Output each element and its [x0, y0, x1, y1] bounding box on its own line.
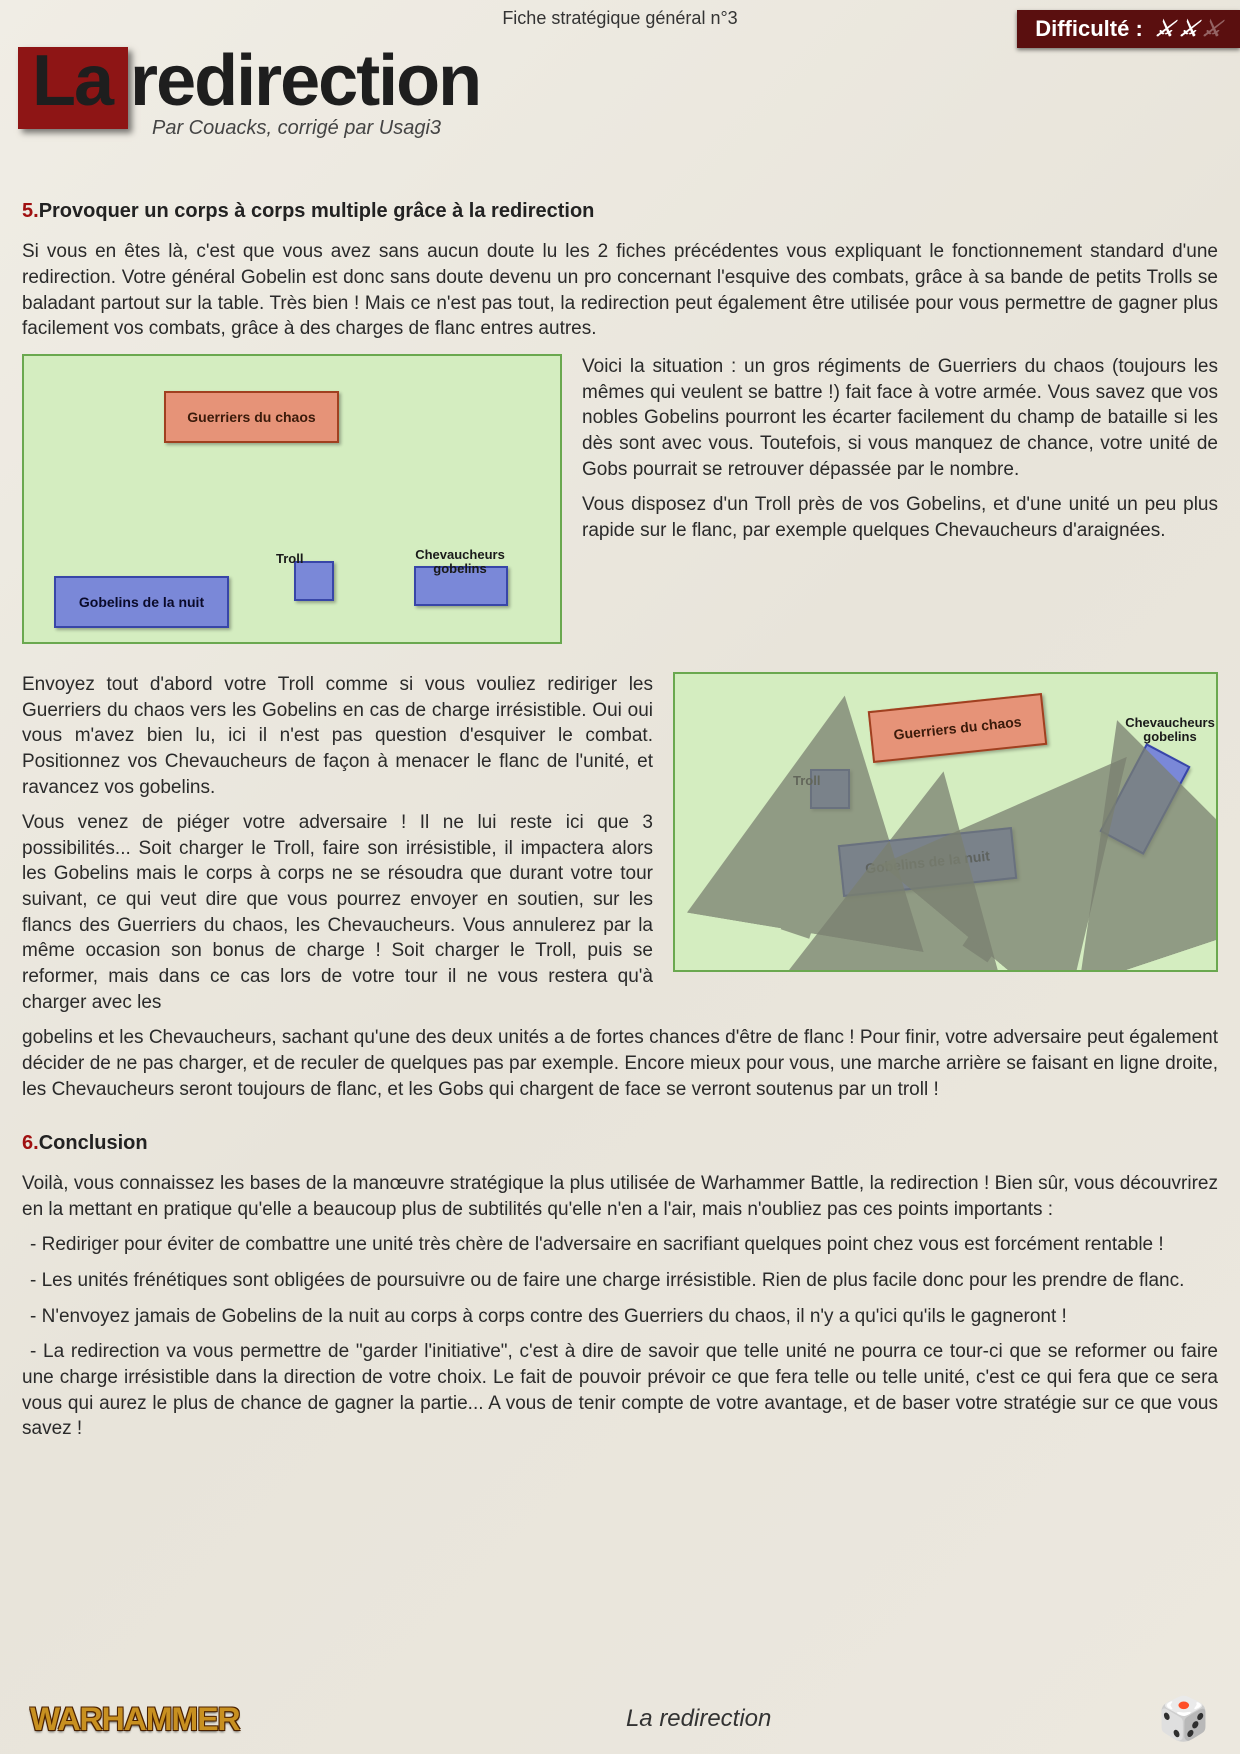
content: 5.Provoquer un corps à corps multiple gr…: [0, 140, 1240, 1442]
bullet-1: - Les unités frénétiques sont obligées d…: [22, 1268, 1218, 1294]
unit-gobelins: Gobelins de la nuit: [54, 576, 229, 628]
diagram-1: Guerriers du chaos Gobelins de la nuit T…: [22, 354, 562, 644]
unit-chevaucheurs-2-label: Chevaucheursgobelins: [1115, 716, 1225, 745]
title-row: La redirection Par Couacks, corrigé par …: [18, 47, 1240, 140]
section5-number: 5.: [22, 200, 39, 222]
sword-icon: ⚔: [1176, 16, 1200, 42]
subtitle: Par Couacks, corrigé par Usagi3: [152, 117, 480, 140]
diagram-row-2: Guerriers du chaos Troll Gobelins de la …: [22, 672, 1218, 1025]
title-text: La redirection Par Couacks, corrigé par …: [32, 47, 480, 140]
section5-gobelins-end: gobelins et les Chevaucheurs, sachant qu…: [22, 1025, 1218, 1102]
unit-chevaucheurs-2: [1099, 743, 1190, 855]
unit-troll: [294, 561, 334, 601]
unit-chaos-2-label: Guerriers du chaos: [893, 712, 1023, 744]
unit-chevaucheurs-label: Chevaucheursgobelins: [400, 548, 520, 577]
section6-title: Conclusion: [39, 1132, 148, 1154]
section6-heading: 6.Conclusion: [22, 1130, 1218, 1157]
bullet-0: - Rediriger pour éviter de combattre une…: [22, 1232, 1218, 1258]
main-title: La redirection: [32, 47, 480, 115]
title-main: redirection: [130, 41, 480, 121]
unit-chaos-label: Guerriers du chaos: [187, 408, 315, 427]
bullet-2: - N'envoyez jamais de Gobelins de la nui…: [22, 1304, 1218, 1330]
footer: WARHAMMER La redirection 🎲: [0, 1684, 1240, 1754]
unit-chaos-2: Guerriers du chaos: [868, 693, 1047, 763]
difficulty-badge: Difficulté : ⚔ ⚔ ⚔: [1017, 10, 1240, 48]
difficulty-swords: ⚔ ⚔ ⚔: [1155, 16, 1222, 42]
difficulty-label: Difficulté :: [1035, 16, 1143, 42]
unit-gobelins-2: Gobelins de la nuit: [838, 827, 1017, 897]
section5-heading: 5.Provoquer un corps à corps multiple gr…: [22, 198, 1218, 225]
diagram-row-1: Guerriers du chaos Gobelins de la nuit T…: [22, 354, 1218, 654]
bullet-3: - La redirection va vous permettre de "g…: [22, 1339, 1218, 1442]
section5-intro: Si vous en êtes là, c'est que vous avez …: [22, 239, 1218, 342]
footer-dice-icon: 🎲: [1158, 1695, 1210, 1744]
diagram-2: Guerriers du chaos Troll Gobelins de la …: [673, 672, 1218, 972]
unit-gobelins-2-label: Gobelins de la nuit: [864, 846, 991, 878]
footer-title: La redirection: [626, 1705, 771, 1733]
section6-intro: Voilà, vous connaissez les bases de la m…: [22, 1171, 1218, 1222]
title-prefix: La: [32, 41, 112, 121]
sword-icon: ⚔: [1153, 16, 1177, 42]
footer-logo-warhammer: WARHAMMER: [30, 1701, 240, 1738]
section6-number: 6.: [22, 1132, 39, 1154]
unit-chaos: Guerriers du chaos: [164, 391, 339, 443]
section5-title: Provoquer un corps à corps multiple grâc…: [39, 200, 595, 222]
unit-troll-label: Troll: [276, 552, 303, 566]
unit-gobelins-label: Gobelins de la nuit: [79, 593, 204, 612]
sword-icon: ⚔: [1200, 16, 1224, 42]
unit-troll-2-label: Troll: [793, 774, 820, 788]
